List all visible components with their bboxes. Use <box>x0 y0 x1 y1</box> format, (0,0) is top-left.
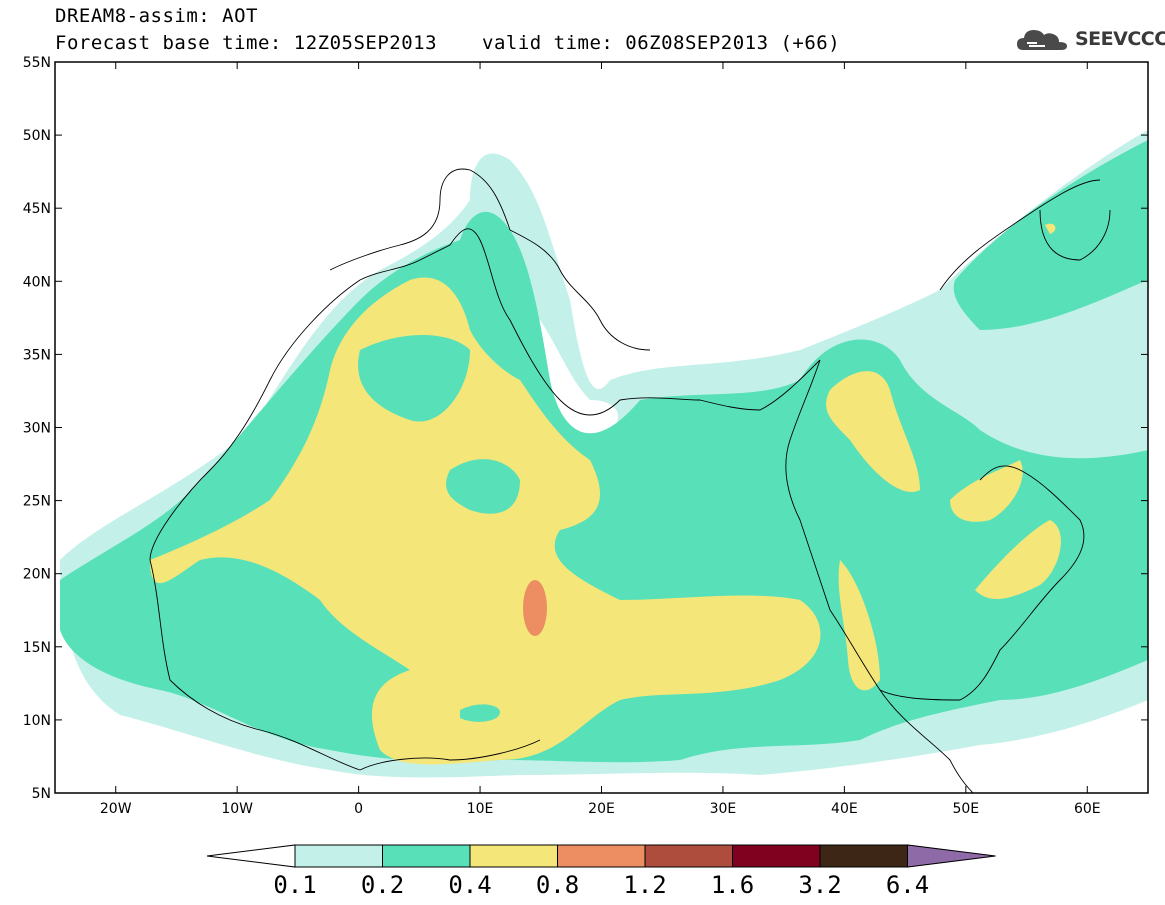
cloud-icon <box>1017 30 1067 50</box>
colorbar-level-label: 0.8 <box>536 871 579 899</box>
colorbar-level-label: 1.2 <box>623 871 666 899</box>
lat-tick-label: 25N <box>23 494 51 510</box>
lat-tick-label: 5N <box>32 786 51 802</box>
forecast-base-time: Forecast base time: 12Z05SEP2013 <box>55 32 438 54</box>
lon-tick-label: 30E <box>710 801 737 817</box>
colorbar: 0.1 0.2 0.4 0.8 1.2 1.6 3.2 6.4 <box>206 844 996 899</box>
colorbar-level-label: 0.2 <box>361 871 404 899</box>
lon-tick-label: 50E <box>952 801 979 817</box>
colorbar-segment <box>382 844 471 868</box>
seevccc-logo: SEEVCCC <box>1015 24 1165 54</box>
lon-tick-label: 0 <box>354 801 363 817</box>
aot-field <box>55 62 1148 793</box>
valid-time: valid time: 06Z08SEP2013 (+66) <box>482 32 841 54</box>
aot-max-1.2 <box>523 580 547 636</box>
map-title: DREAM8-assim: AOT <box>55 5 258 27</box>
colorbar-under-triangle <box>206 844 296 868</box>
colorbar-level-label: 3.2 <box>798 871 841 899</box>
colorbar-segment <box>732 844 821 868</box>
lon-tick-label: 20E <box>588 801 615 817</box>
colorbar-level-label: 6.4 <box>886 871 929 899</box>
aot-contour-0.4 <box>150 277 821 765</box>
lon-tick-label: 10E <box>467 801 494 817</box>
colorbar-segment <box>819 844 908 868</box>
colorbar-segment <box>644 844 733 868</box>
lat-tick-label: 35N <box>23 347 51 363</box>
lat-tick-label: 15N <box>23 640 51 656</box>
coastlines <box>149 168 1111 793</box>
axis-ticks: 55N 50N 45N 40N 35N 30N 25N 20N 15N 10N 5N 20W 10W 0 1… <box>23 55 1148 817</box>
lat-tick-label: 20N <box>23 567 51 583</box>
lon-tick-label: 20W <box>100 801 132 817</box>
lat-tick-label: 40N <box>23 274 51 290</box>
lat-tick-label: 50N <box>23 128 51 144</box>
colorbar-level-label: 1.6 <box>711 871 754 899</box>
lat-tick-label: 45N <box>23 201 51 217</box>
colorbar-segment <box>557 844 646 868</box>
aot-contour-0.2 <box>60 211 1148 763</box>
lat-tick-label: 55N <box>23 55 51 71</box>
aot-contour-0.2-caspian <box>953 140 1148 330</box>
lat-tick-label: 30N <box>23 421 51 437</box>
colorbar-segment <box>469 844 558 868</box>
lon-tick-label: 60E <box>1074 801 1101 817</box>
colorbar-segment <box>294 844 383 868</box>
colorbar-level-label: 0.4 <box>448 871 491 899</box>
lat-tick-label: 10N <box>23 713 51 729</box>
colorbar-level-label: 0.1 <box>273 871 316 899</box>
logo-text: SEEVCCC <box>1075 28 1165 50</box>
lon-tick-label: 10W <box>221 801 253 817</box>
lon-tick-label: 40E <box>831 801 858 817</box>
colorbar-over-triangle <box>907 844 996 868</box>
